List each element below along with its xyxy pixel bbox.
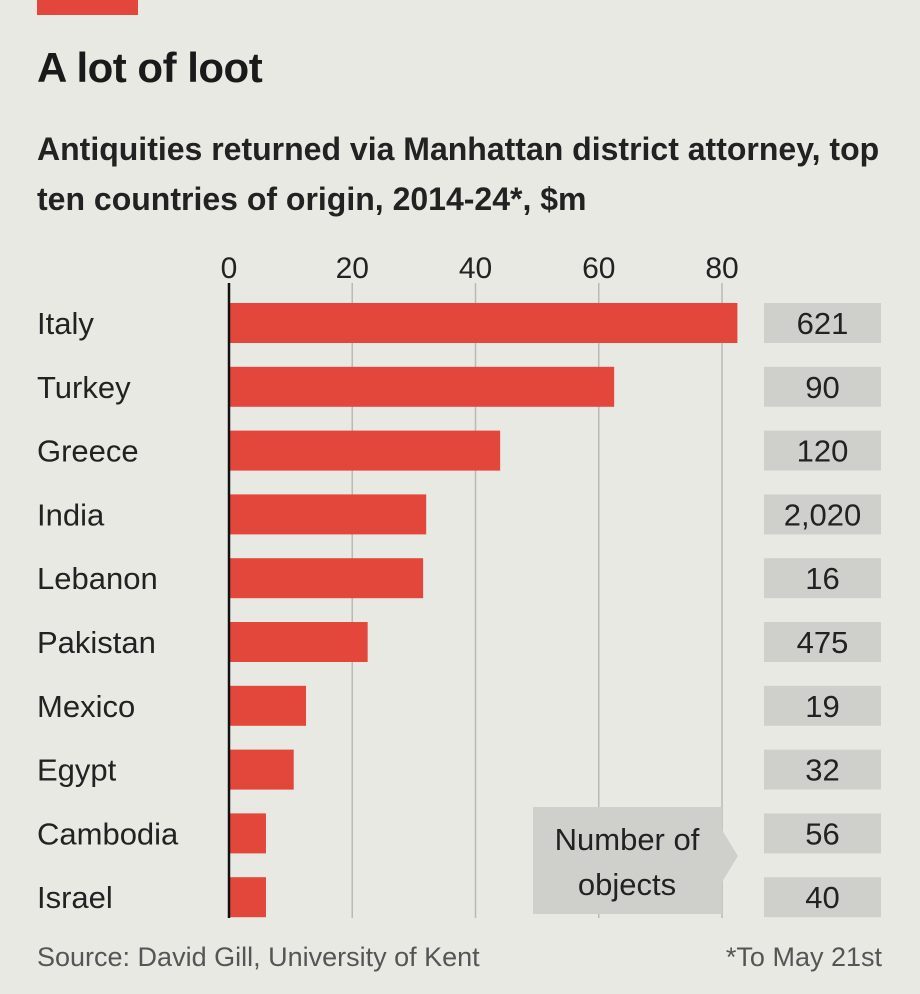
chart-subtitle: Antiquities returned via Manhattan distr… bbox=[37, 131, 880, 217]
bar-greece bbox=[229, 430, 501, 471]
objects-box bbox=[764, 685, 881, 726]
bar-mexico bbox=[229, 685, 307, 726]
category-label: Lebanon bbox=[37, 561, 158, 596]
objects-value: 120 bbox=[797, 434, 849, 469]
x-tick-label: 0 bbox=[221, 252, 238, 285]
category-label: India bbox=[37, 497, 105, 532]
bar-cambodia bbox=[229, 813, 266, 854]
objects-value: 40 bbox=[805, 880, 839, 915]
category-label: Greece bbox=[37, 434, 139, 469]
objects-box bbox=[764, 430, 881, 471]
accent-tag bbox=[37, 0, 138, 15]
category-label: Mexico bbox=[37, 689, 135, 724]
category-label: Israel bbox=[37, 880, 113, 915]
objects-box bbox=[764, 303, 881, 343]
category-label: Cambodia bbox=[37, 816, 179, 851]
x-tick-label: 40 bbox=[459, 252, 492, 285]
bar-pakistan bbox=[229, 622, 368, 662]
bar-egypt bbox=[229, 749, 294, 790]
objects-box bbox=[764, 494, 881, 535]
bar-turkey bbox=[229, 366, 615, 407]
objects-box bbox=[764, 366, 881, 407]
category-label: Turkey bbox=[37, 370, 131, 405]
objects-box bbox=[764, 558, 881, 599]
objects-value: 2,020 bbox=[784, 497, 862, 532]
objects-value: 621 bbox=[797, 306, 849, 341]
objects-value: 475 bbox=[797, 625, 849, 660]
category-label: Italy bbox=[37, 306, 94, 341]
objects-value: 19 bbox=[805, 689, 839, 724]
chart-title: A lot of loot bbox=[37, 44, 263, 91]
source-note: Source: David Gill, University of Kent bbox=[37, 942, 480, 972]
objects-box bbox=[764, 622, 881, 662]
objects-box bbox=[764, 749, 881, 790]
objects-value: 90 bbox=[805, 370, 839, 405]
bar-israel bbox=[229, 877, 266, 918]
x-tick-label: 20 bbox=[336, 252, 369, 285]
x-tick-label: 60 bbox=[582, 252, 615, 285]
objects-value: 32 bbox=[805, 753, 839, 788]
objects-caption-line1: Number of bbox=[555, 822, 700, 857]
footnote: *To May 21st bbox=[725, 942, 882, 972]
bar-india bbox=[229, 494, 427, 535]
objects-box bbox=[764, 813, 881, 854]
objects-caption-line2: objects bbox=[578, 867, 676, 902]
x-tick-label: 80 bbox=[705, 252, 738, 285]
bar-italy bbox=[229, 303, 738, 343]
category-label: Pakistan bbox=[37, 625, 156, 660]
objects-value: 16 bbox=[805, 561, 839, 596]
objects-box bbox=[764, 877, 881, 918]
bar-lebanon bbox=[229, 558, 424, 599]
category-label: Egypt bbox=[37, 753, 117, 788]
objects-callout bbox=[533, 807, 738, 914]
objects-value: 56 bbox=[805, 816, 839, 851]
